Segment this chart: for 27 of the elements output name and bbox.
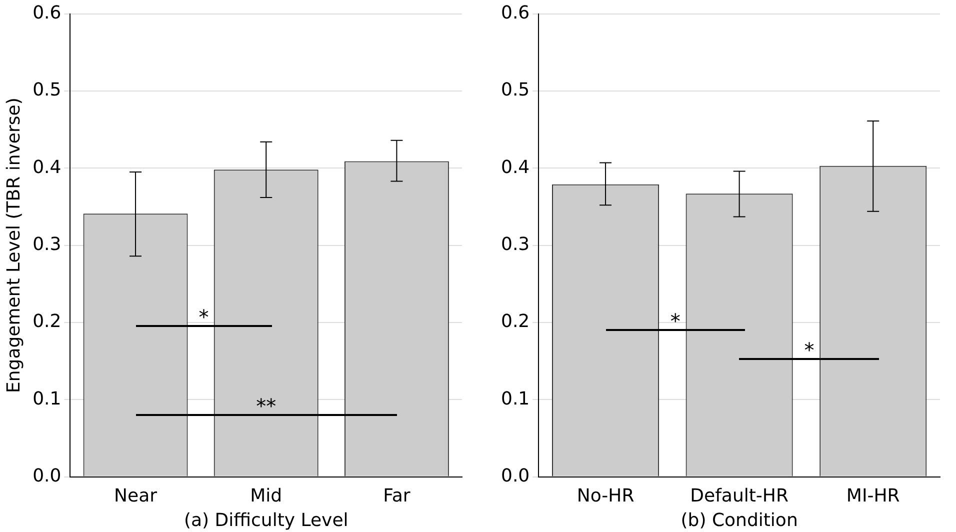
x-tick-label: MI-HR xyxy=(846,485,900,506)
x-tick-label: Near xyxy=(114,485,158,506)
y-tick-label: 0.4 xyxy=(500,156,530,178)
x-tick-label: Mid xyxy=(250,485,282,506)
y-tick-label: 0.6 xyxy=(500,2,530,24)
x-tick-label: Default-HR xyxy=(690,485,788,506)
y-tick-label: 0.3 xyxy=(500,234,530,255)
annotation: ** xyxy=(256,394,276,418)
y-tick-label: 0.4 xyxy=(32,156,62,178)
x-tick-label: No-HR xyxy=(576,485,634,506)
y-tick-label: 0.1 xyxy=(500,388,530,410)
y-tick-label: 0.6 xyxy=(32,2,62,24)
y-axis-title: Engagement Level (TBR inverse) xyxy=(3,98,24,393)
y-tick-label: 0.2 xyxy=(500,311,530,332)
annotation: * xyxy=(670,309,680,334)
x-axis-title: (a) Difficulty Level xyxy=(184,510,348,531)
y-tick-label: 0.3 xyxy=(32,234,62,255)
y-tick-label: 0.5 xyxy=(500,80,530,101)
y-tick-label: 0.1 xyxy=(32,388,62,410)
y-tick-label: 0.2 xyxy=(32,311,62,332)
annotation: * xyxy=(804,338,814,362)
x-axis-title: (b) Condition xyxy=(680,510,798,531)
y-tick-label: 0.5 xyxy=(32,80,62,101)
x-tick-label: Far xyxy=(383,485,411,506)
y-tick-label: 0.0 xyxy=(500,465,530,486)
annotation: * xyxy=(198,305,209,330)
y-tick-label: 0.0 xyxy=(32,465,62,486)
